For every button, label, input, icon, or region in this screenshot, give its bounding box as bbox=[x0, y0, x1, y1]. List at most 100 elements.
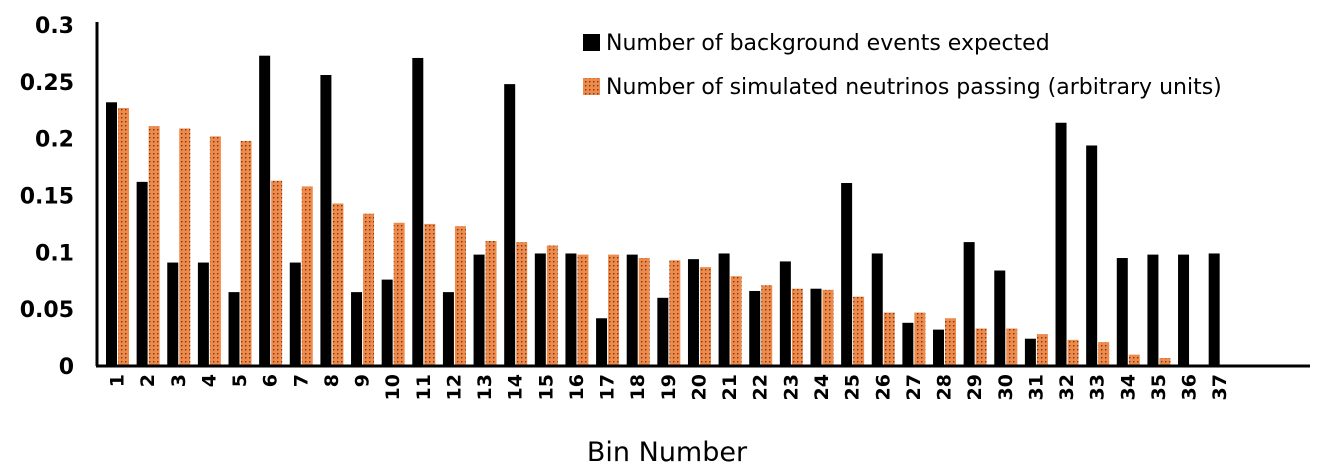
x-tick-label: 7 bbox=[290, 374, 312, 387]
bar-background bbox=[871, 253, 883, 366]
x-axis-ticks: 1 2 3 4 5 6 7 8 9 10 11 12 13 14 15 16 17 18 19 20 21 22 23 24 2… bbox=[107, 374, 1232, 400]
bar-background bbox=[1116, 258, 1128, 366]
x-tick-label: 1 bbox=[107, 374, 129, 387]
bar-background bbox=[167, 262, 179, 366]
bar-neutrino bbox=[118, 107, 129, 366]
bar-neutrino bbox=[1036, 334, 1048, 366]
x-tick-label: 29 bbox=[964, 374, 986, 400]
x-tick-label: 16 bbox=[566, 374, 588, 400]
y-tick-label: 0.1 bbox=[35, 241, 74, 266]
bar-background bbox=[228, 292, 240, 366]
bar-neutrino bbox=[332, 203, 344, 366]
bar-neutrino bbox=[822, 289, 834, 366]
x-tick-label: 11 bbox=[413, 374, 435, 400]
bar-background bbox=[136, 181, 148, 366]
bar-neutrino bbox=[1159, 358, 1171, 366]
legend-label-background: Number of background events expected bbox=[606, 31, 1050, 56]
x-tick-label: 21 bbox=[719, 374, 741, 400]
bar-neutrino bbox=[393, 222, 405, 366]
bar-background bbox=[1178, 254, 1190, 366]
bar-neutrino bbox=[914, 312, 926, 366]
bar-neutrino bbox=[363, 213, 375, 366]
bar-neutrino bbox=[301, 186, 313, 366]
bar-background bbox=[596, 318, 608, 366]
bar-background bbox=[1024, 338, 1036, 366]
y-tick-label: 0.3 bbox=[35, 14, 74, 39]
bar-background bbox=[657, 297, 669, 366]
y-tick-label: 0.2 bbox=[35, 128, 74, 153]
bar-neutrino bbox=[853, 296, 865, 366]
x-tick-label: 6 bbox=[260, 374, 282, 387]
bar-neutrino bbox=[240, 140, 252, 366]
bar-background bbox=[810, 288, 822, 366]
bar-background bbox=[1055, 122, 1067, 366]
bar-background bbox=[779, 261, 791, 366]
bar-background bbox=[1147, 254, 1159, 366]
bar-background bbox=[902, 322, 914, 366]
legend: Number of background events expected Num… bbox=[583, 31, 1222, 100]
bar-neutrino bbox=[730, 276, 742, 366]
bar-background bbox=[1208, 253, 1220, 366]
bar-background bbox=[933, 329, 945, 366]
x-axis-label: Bin Number bbox=[587, 437, 748, 468]
bar-background bbox=[320, 75, 332, 366]
x-tick-label: 24 bbox=[811, 374, 833, 400]
x-tick-label: 15 bbox=[535, 374, 557, 400]
legend-swatch-neutrinos bbox=[583, 78, 600, 95]
bar-neutrino bbox=[761, 285, 773, 366]
y-axis-ticks: 0 0.05 0.1 0.15 0.2 0.25 0.3 bbox=[20, 14, 74, 380]
x-tick-label: 32 bbox=[1056, 374, 1078, 400]
bar-background bbox=[718, 253, 730, 366]
x-tick-label: 36 bbox=[1179, 374, 1201, 400]
bar-neutrino bbox=[699, 267, 711, 366]
bar-background bbox=[381, 279, 393, 366]
bar-neutrino bbox=[638, 258, 650, 366]
x-tick-label: 9 bbox=[352, 374, 374, 387]
x-tick-label: 23 bbox=[780, 374, 802, 400]
legend-label-neutrinos: Number of simulated neutrinos passing (a… bbox=[606, 75, 1222, 100]
bar-neutrino bbox=[975, 328, 987, 366]
bar-background bbox=[687, 259, 699, 366]
x-tick-label: 10 bbox=[382, 374, 404, 400]
bar-background bbox=[412, 57, 424, 367]
bar-background bbox=[626, 254, 638, 366]
bar-neutrino bbox=[148, 126, 160, 366]
x-tick-label: 28 bbox=[934, 374, 956, 400]
x-tick-label: 2 bbox=[137, 374, 159, 387]
x-tick-label: 14 bbox=[505, 374, 527, 400]
x-tick-label: 18 bbox=[627, 374, 649, 400]
x-tick-label: 35 bbox=[1148, 374, 1170, 400]
bar-neutrino bbox=[271, 180, 283, 366]
x-tick-label: 37 bbox=[1209, 374, 1231, 400]
bar-neutrino bbox=[669, 260, 681, 366]
bar-neutrino bbox=[1006, 328, 1018, 366]
x-tick-label: 20 bbox=[688, 374, 710, 400]
x-tick-label: 27 bbox=[903, 374, 925, 400]
bar-neutrino bbox=[1128, 354, 1140, 366]
bar-neutrino bbox=[1067, 339, 1079, 366]
x-tick-label: 33 bbox=[1087, 374, 1109, 400]
legend-swatch-background bbox=[583, 34, 600, 51]
bar-neutrino bbox=[485, 240, 497, 366]
bar-neutrino bbox=[546, 245, 558, 366]
bar-background bbox=[749, 290, 761, 366]
bar-background bbox=[534, 253, 546, 366]
bar-background bbox=[504, 84, 516, 367]
x-tick-label: 17 bbox=[597, 374, 619, 400]
bar-background bbox=[442, 292, 454, 366]
x-tick-label: 34 bbox=[1117, 374, 1139, 400]
bar-neutrino bbox=[608, 254, 620, 366]
bar-neutrino bbox=[209, 136, 221, 366]
x-tick-label: 4 bbox=[198, 374, 220, 387]
x-tick-label: 8 bbox=[321, 374, 343, 387]
bar-background bbox=[197, 262, 209, 366]
x-tick-label: 30 bbox=[995, 374, 1017, 400]
x-tick-label: 12 bbox=[443, 374, 465, 400]
bar-background bbox=[473, 254, 485, 366]
x-tick-label: 26 bbox=[872, 374, 894, 400]
bar-neutrino bbox=[791, 288, 803, 366]
x-tick-label: 25 bbox=[842, 374, 864, 400]
bar-background bbox=[994, 270, 1006, 366]
bar-background bbox=[351, 292, 363, 366]
bar-neutrino bbox=[1098, 342, 1110, 366]
